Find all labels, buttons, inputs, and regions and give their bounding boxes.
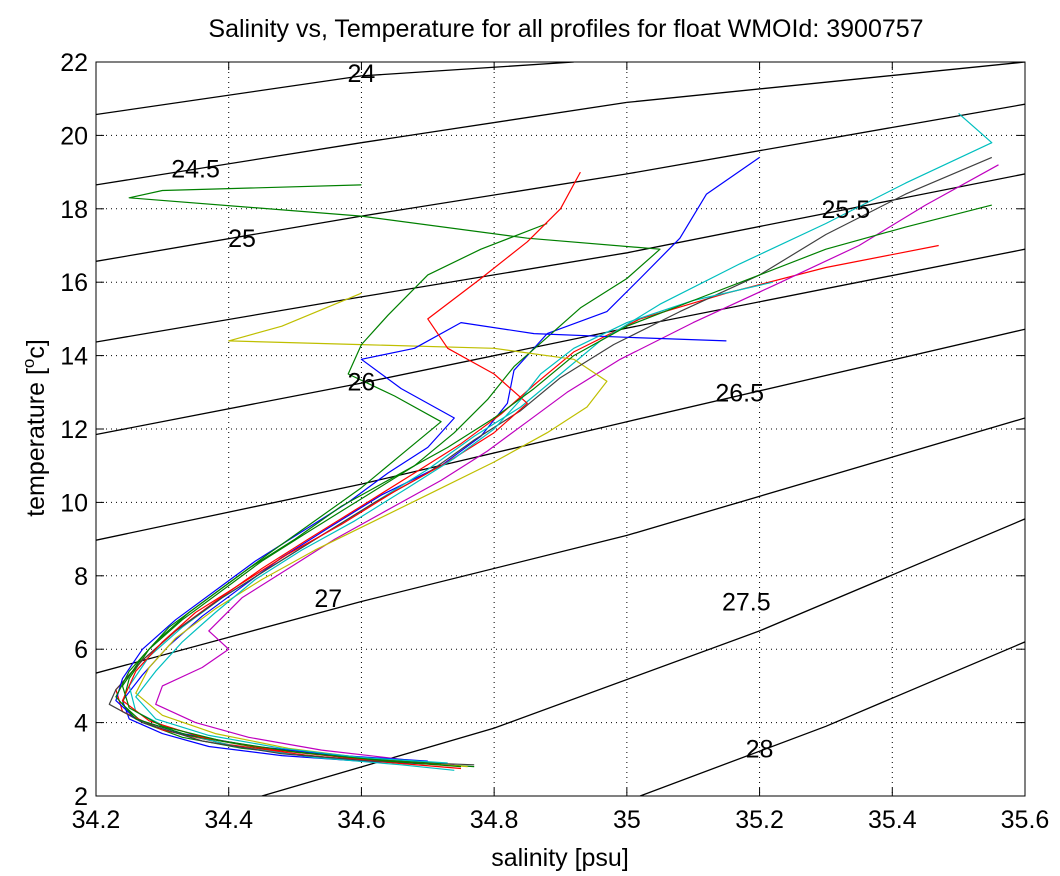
isopycnal-line xyxy=(96,173,1025,343)
y-tick-label: 14 xyxy=(60,343,88,371)
isopycnal-label: 24.5 xyxy=(171,155,220,183)
isopycnal-label: 24 xyxy=(348,60,376,88)
isopycnal-line xyxy=(96,248,1025,436)
x-tick-label: 34.8 xyxy=(470,806,519,834)
isopycnal-label: 26.5 xyxy=(715,379,764,407)
y-tick-label: 18 xyxy=(60,196,88,224)
profile-series xyxy=(108,112,999,771)
isopycnal-label: 27.5 xyxy=(722,588,771,616)
profile-line xyxy=(121,171,581,766)
isopycnal-label: 25.5 xyxy=(821,196,870,224)
isopycnal-label: 26 xyxy=(348,368,376,396)
isopycnal-contours xyxy=(96,62,1025,796)
profile-line xyxy=(115,222,548,765)
x-tick-label: 35.6 xyxy=(1001,806,1050,834)
y-tick-label: 16 xyxy=(60,269,88,297)
y-axis-label-main: temperature [ xyxy=(22,368,50,517)
y-tick-label: 2 xyxy=(74,783,88,811)
x-tick-label: 35.2 xyxy=(735,806,784,834)
y-tick-label: 6 xyxy=(74,636,88,664)
y-tick-label: 20 xyxy=(60,122,88,150)
y-tick-label: 8 xyxy=(74,563,88,591)
x-tick-label: 34.2 xyxy=(72,806,121,834)
y-axis-label: temperature [oc] xyxy=(19,339,50,517)
chart-title: Salinity vs, Temperature for all profile… xyxy=(208,15,923,43)
profile-line xyxy=(121,184,661,768)
x-axis-label: salinity [psu] xyxy=(491,844,629,871)
profile-line xyxy=(121,156,760,766)
y-tick-label: 22 xyxy=(60,49,88,77)
isopycnal-label: 25 xyxy=(228,225,256,253)
x-tick-label: 35 xyxy=(613,806,641,834)
isopycnal-label: 28 xyxy=(746,735,774,763)
profile-line xyxy=(135,292,608,768)
isopycnal-line xyxy=(96,417,1025,674)
isopycnal-line xyxy=(96,62,1025,186)
isopycnal-label: 27 xyxy=(314,585,342,613)
y-axis-label-end: c] xyxy=(22,339,50,358)
isopycnal-line xyxy=(96,103,1025,262)
profile-line xyxy=(121,204,992,768)
y-tick-label: 10 xyxy=(60,489,88,517)
isopycnal-labels: 24 24.5 25 25.5 26 26.5 27 27.5 28 xyxy=(171,60,870,763)
isopycnal-line xyxy=(96,62,574,116)
y-tick-label: 12 xyxy=(60,416,88,444)
x-tick-label: 34.4 xyxy=(204,806,253,834)
profile-line xyxy=(155,164,999,766)
y-tick-label: 4 xyxy=(74,710,88,738)
isopycnal-line xyxy=(96,328,1025,541)
x-tick-label: 35.4 xyxy=(868,806,917,834)
y-axis-label-superscript: o xyxy=(19,359,38,368)
profile-line xyxy=(135,281,773,764)
axis-ticks: 34.2 34.4 34.6 34.8 35 35.2 35.4 35.62468101214… xyxy=(60,49,1049,834)
isopycnal-line xyxy=(639,641,1025,796)
x-tick-label: 34.6 xyxy=(337,806,386,834)
